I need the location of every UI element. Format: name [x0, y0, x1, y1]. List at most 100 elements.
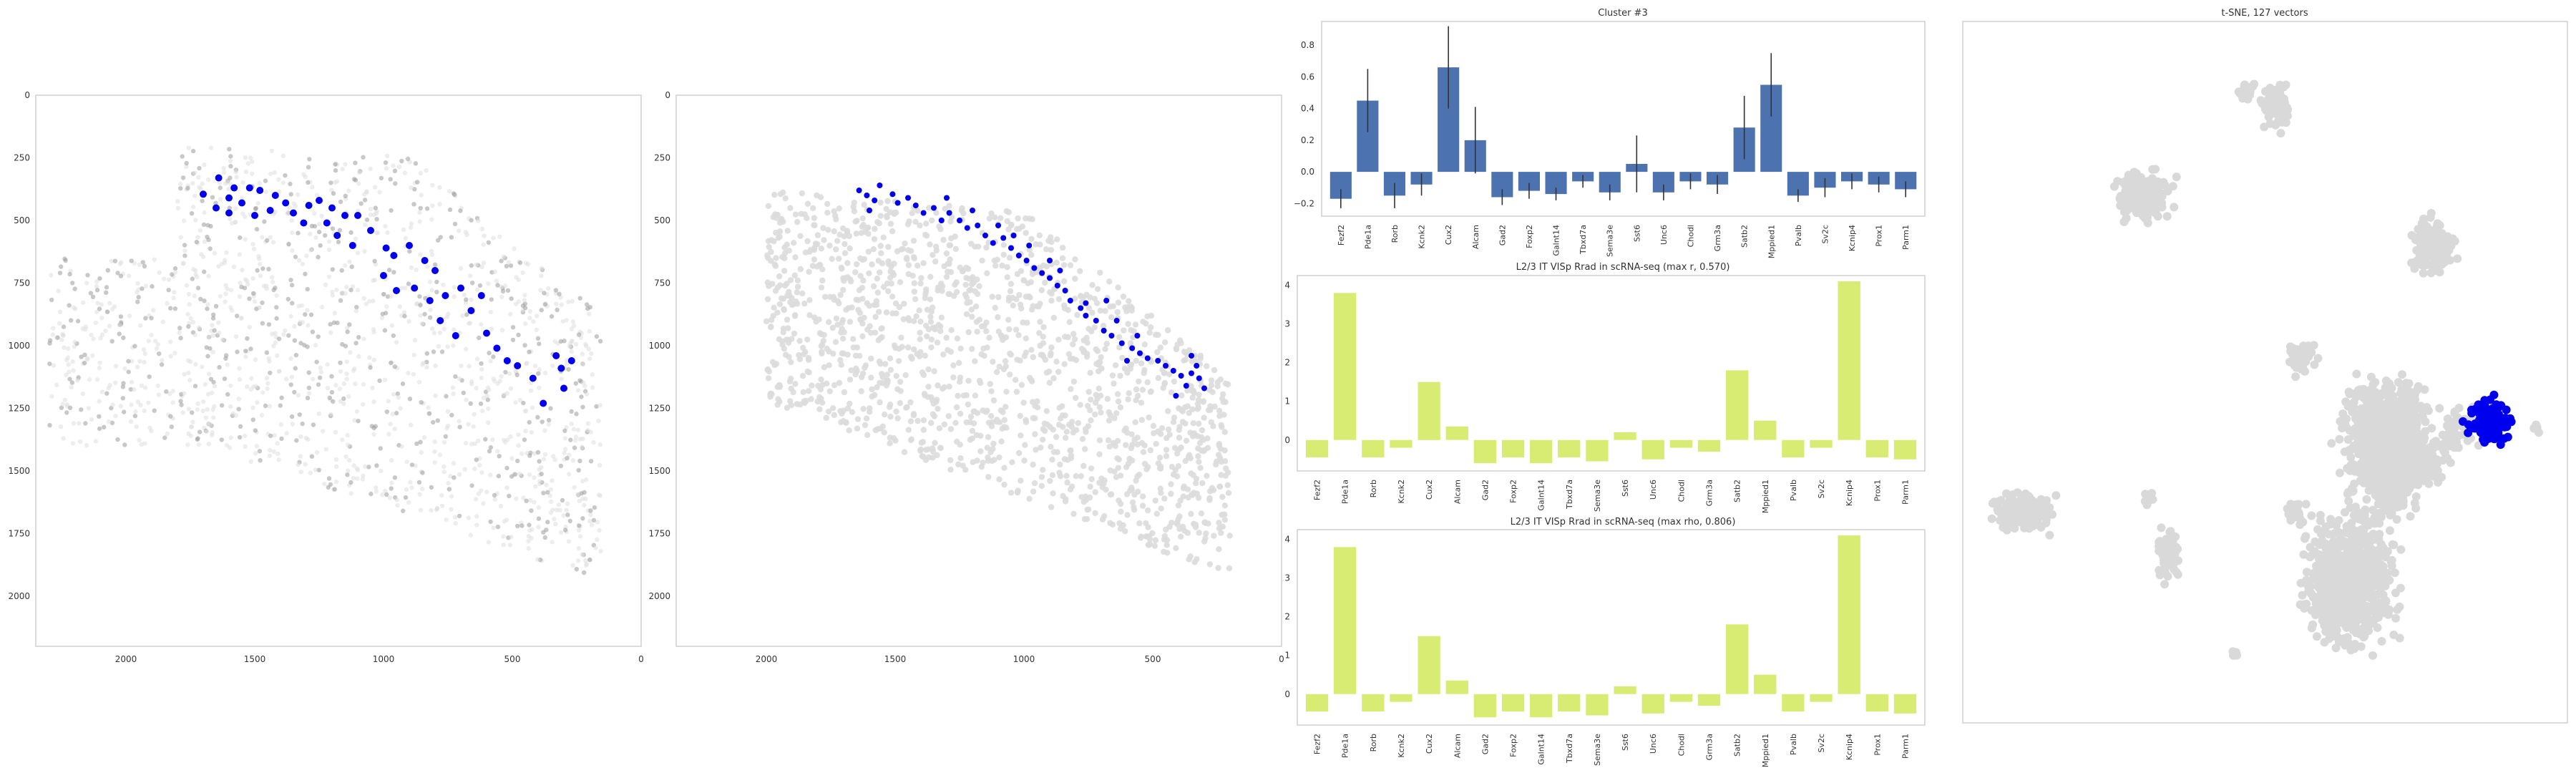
- background-cell: [811, 215, 818, 221]
- background-cell: [423, 296, 428, 301]
- highlight-cell: [1078, 305, 1084, 311]
- background-cell: [1125, 321, 1131, 327]
- category-tick-label: Sv2c: [1817, 480, 1826, 499]
- background-cell: [1203, 530, 1209, 537]
- background-cell: [510, 325, 516, 330]
- background-cell: [94, 377, 100, 382]
- background-cell: [854, 368, 860, 374]
- background-cell: [184, 283, 190, 288]
- background-cell: [383, 223, 388, 229]
- background-cell: [451, 392, 456, 397]
- background-cell: [503, 369, 508, 375]
- background-cell: [573, 341, 579, 346]
- background-cell: [372, 277, 378, 283]
- background-cell: [1201, 414, 1207, 421]
- background-cell: [584, 477, 589, 482]
- spatial-right-highlight-cells: [856, 183, 1207, 399]
- y-tick-label: 1750: [8, 529, 30, 539]
- background-cell: [267, 453, 272, 458]
- tsne-point: [2453, 254, 2462, 263]
- background-cell: [264, 350, 270, 355]
- background-cell: [389, 293, 394, 299]
- background-cell: [371, 425, 376, 431]
- background-cell: [488, 359, 493, 364]
- background-cell: [228, 154, 233, 159]
- background-cell: [253, 206, 258, 212]
- background-cell: [872, 225, 878, 232]
- background-cell: [562, 436, 567, 441]
- highlight-cell: [328, 204, 336, 212]
- background-cell: [570, 319, 576, 324]
- background-cell: [1007, 288, 1014, 295]
- background-cell: [972, 392, 979, 399]
- background-cell: [75, 319, 81, 324]
- background-cell: [1089, 282, 1096, 288]
- tsne-point: [2315, 550, 2324, 559]
- background-cell: [378, 446, 383, 451]
- background-cell: [899, 344, 906, 350]
- background-cell: [316, 222, 322, 227]
- background-cell: [497, 454, 502, 459]
- category-tick-label: Fezf2: [1337, 225, 1346, 245]
- highlight-cell: [877, 183, 883, 188]
- background-cell: [1182, 356, 1189, 363]
- background-cell: [308, 231, 313, 237]
- background-cell: [905, 271, 912, 278]
- background-cell: [516, 332, 521, 338]
- background-cell: [50, 332, 56, 337]
- highlight-cell: [348, 242, 356, 249]
- background-cell: [576, 467, 581, 473]
- background-cell: [79, 354, 84, 359]
- background-cell: [305, 286, 310, 292]
- background-cell: [984, 407, 990, 414]
- background-cell: [85, 273, 90, 278]
- background-cell: [1085, 389, 1092, 395]
- background-cell: [464, 440, 469, 446]
- background-cell: [896, 303, 903, 311]
- category-tick-label: Kcnk2: [1397, 480, 1406, 504]
- background-cell: [474, 522, 479, 528]
- background-cell: [1004, 264, 1010, 271]
- tsne-point: [2443, 232, 2452, 241]
- background-cell: [1102, 308, 1108, 314]
- background-cell: [293, 254, 298, 260]
- background-cell: [529, 429, 535, 435]
- background-cell: [943, 250, 950, 257]
- background-cell: [448, 474, 453, 479]
- background-cell: [927, 273, 934, 280]
- background-cell: [481, 501, 486, 506]
- tsne-point: [2324, 530, 2333, 539]
- background-cell: [223, 356, 228, 361]
- background-cell: [597, 442, 602, 447]
- x-tick-label: 1000: [1013, 654, 1035, 664]
- background-cell: [969, 435, 975, 442]
- background-cell: [279, 395, 284, 400]
- background-cell: [836, 205, 842, 212]
- background-cell: [1136, 378, 1142, 385]
- background-cell: [405, 156, 411, 162]
- background-cell: [1147, 389, 1154, 395]
- background-cell: [1122, 528, 1128, 535]
- background-cell: [957, 442, 963, 448]
- background-cell: [1158, 505, 1164, 512]
- background-cell: [1026, 495, 1033, 502]
- background-cell: [318, 365, 323, 371]
- tsne-point: [2162, 212, 2172, 221]
- background-cell: [815, 382, 821, 389]
- tsne-point: [2299, 550, 2308, 559]
- background-cell: [1048, 344, 1055, 351]
- background-cell: [147, 425, 152, 430]
- background-cell: [804, 238, 811, 245]
- background-cell: [290, 422, 295, 427]
- background-cell: [70, 441, 76, 446]
- background-cell: [268, 433, 273, 439]
- background-cell: [985, 419, 992, 426]
- background-cell: [338, 199, 343, 205]
- background-cell: [965, 266, 972, 272]
- background-cell: [464, 397, 469, 402]
- background-cell: [535, 414, 540, 420]
- background-cell: [97, 360, 102, 365]
- background-cell: [356, 354, 361, 359]
- background-cell: [841, 233, 848, 240]
- background-cell: [1018, 477, 1024, 484]
